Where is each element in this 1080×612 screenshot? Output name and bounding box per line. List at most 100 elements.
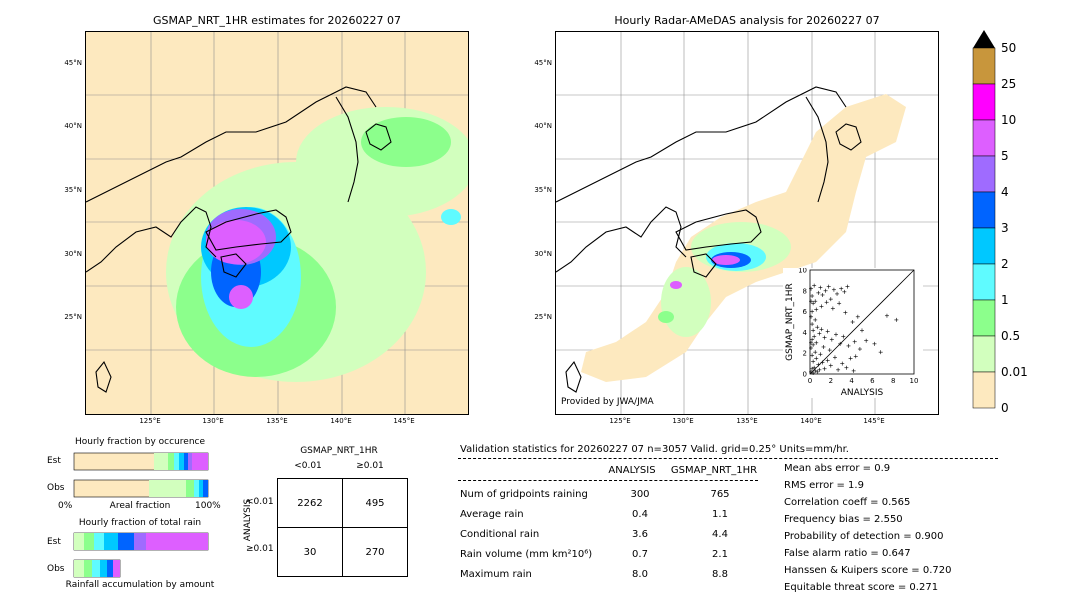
colorbar-extend-arrow <box>973 30 995 48</box>
scatter-point <box>855 314 860 319</box>
scatter-point <box>814 340 819 345</box>
left-map <box>85 31 469 415</box>
scatter-point <box>814 307 819 312</box>
scatter-point <box>819 304 824 309</box>
scatter-point <box>809 340 814 345</box>
scatter-point <box>810 309 815 314</box>
left-map-canvas <box>86 32 468 414</box>
scatter-diagonal <box>809 269 915 375</box>
left-map-coastline <box>86 86 392 393</box>
contingency-col-header: ≥0.01 <box>356 461 384 471</box>
occurrence-axis-right: 100% <box>195 501 221 511</box>
scatter-point <box>836 367 841 372</box>
score-hk: Hanssen & Kuipers score = 0.720 <box>784 565 952 576</box>
left-lat-label: 40°N <box>64 122 82 130</box>
contingency-title: GSMAP_NRT_1HR <box>300 446 378 456</box>
right-map-title: Hourly Radar-AMeDAS analysis for 2026022… <box>614 14 880 27</box>
scatter-point <box>812 334 817 339</box>
scatter-point <box>894 317 899 322</box>
scatter-point <box>812 283 817 288</box>
right-map-coastline <box>556 86 862 393</box>
colorbar-segment <box>972 191 996 229</box>
scatter-ylabel: GSMAP_NRT_1HR <box>785 283 795 361</box>
scatter-point <box>815 325 820 330</box>
total-rain-caption: Rainfall accumulation by amount <box>65 580 215 590</box>
colorbar-segment <box>972 155 996 193</box>
validation-subdivider <box>458 480 758 481</box>
scatter-point <box>817 367 822 372</box>
validation-row-gsmap: 8.8 <box>712 569 728 580</box>
contingency-table: 2262 495 30 270 <box>277 478 408 577</box>
colorbar-label: 4 <box>1001 185 1009 199</box>
validation-row-analysis: 0.4 <box>632 509 648 520</box>
validation-row-label: Conditional rain <box>460 529 540 540</box>
scatter-point <box>860 328 864 333</box>
scatter-point <box>813 299 818 304</box>
scatter-point <box>846 343 851 348</box>
scatter-point <box>872 341 877 346</box>
right-lat-label: 25°N <box>534 313 552 321</box>
contingency-col-header: <0.01 <box>294 461 322 471</box>
scatter-point <box>811 342 816 347</box>
colorbar-label: 5 <box>1001 149 1009 163</box>
scatter-point <box>838 341 843 346</box>
scatter-ytick: 0 <box>803 371 807 379</box>
scatter-point <box>829 337 834 342</box>
scatter-point <box>810 353 815 358</box>
colorbar-segment <box>972 371 996 409</box>
scatter-point <box>857 347 862 352</box>
colorbar-label: 0.01 <box>1001 365 1028 379</box>
contingency-row-header: <0.01 <box>246 497 274 507</box>
scatter-point <box>818 352 823 357</box>
scatter-point <box>811 328 816 333</box>
score-frequency-bias: Frequency bias = 2.550 <box>784 514 903 525</box>
colorbar-segment <box>972 119 996 157</box>
scatter-point <box>810 366 815 371</box>
scatter-plot: 0 2 4 6 8 10 0 2 4 6 8 10 ANALYSIS GSMAP_NRT_1HR <box>785 267 918 399</box>
scatter-point <box>809 314 814 319</box>
scatter-point <box>825 329 830 334</box>
scatter-point <box>853 354 858 359</box>
colorbar-segment <box>972 47 996 85</box>
contingency-cell: 270 <box>342 527 408 577</box>
scatter-point <box>852 339 857 344</box>
scatter-point <box>864 338 869 343</box>
right-lon-label: 125°E <box>609 417 631 425</box>
scatter-point <box>851 368 856 373</box>
scatter-point <box>844 365 849 370</box>
scatter-point <box>822 366 827 371</box>
left-lat-label: 45°N <box>64 59 82 67</box>
total-rain-bars <box>73 532 209 578</box>
occurrence-axis-mid: Areal fraction <box>109 501 171 511</box>
validation-divider <box>458 458 998 459</box>
validation-row-label: Maximum rain <box>460 569 532 580</box>
scatter-point <box>820 292 825 297</box>
scatter-xtick: 6 <box>870 377 875 385</box>
validation-row-label: Rain volume (mm km²10⁶) <box>460 549 593 560</box>
scatter-ytick: 8 <box>803 287 807 295</box>
score-correlation: Correlation coeff = 0.565 <box>784 497 911 508</box>
colorbar-segment <box>972 263 996 301</box>
total-rain-row-obs: Obs <box>47 564 65 574</box>
scatter-xtick: 0 <box>808 377 812 385</box>
scatter-point <box>811 359 816 364</box>
right-lon-label: 135°E <box>736 417 758 425</box>
score-far: False alarm ratio = 0.647 <box>784 548 911 559</box>
right-lon-label: 145°E <box>863 417 885 425</box>
scatter-point <box>822 335 827 340</box>
scatter-point <box>819 327 824 332</box>
scatter-point <box>811 301 816 306</box>
scatter-point <box>821 344 826 349</box>
scatter-ytick: 6 <box>803 308 808 316</box>
scatter-point <box>841 334 846 339</box>
validation-row-gsmap: 2.1 <box>712 549 728 560</box>
scatter-point <box>824 300 829 305</box>
colorbar-label: 50 <box>1001 41 1016 55</box>
colorbar-label: 0 <box>1001 401 1009 415</box>
scatter-point <box>832 355 837 360</box>
validation-row-gsmap: 4.4 <box>712 529 728 540</box>
occurrence-row-est: Est <box>47 456 61 466</box>
scatter-point <box>823 288 828 293</box>
scatter-point <box>817 331 822 336</box>
score-rms-error: RMS error = 1.9 <box>784 480 864 491</box>
